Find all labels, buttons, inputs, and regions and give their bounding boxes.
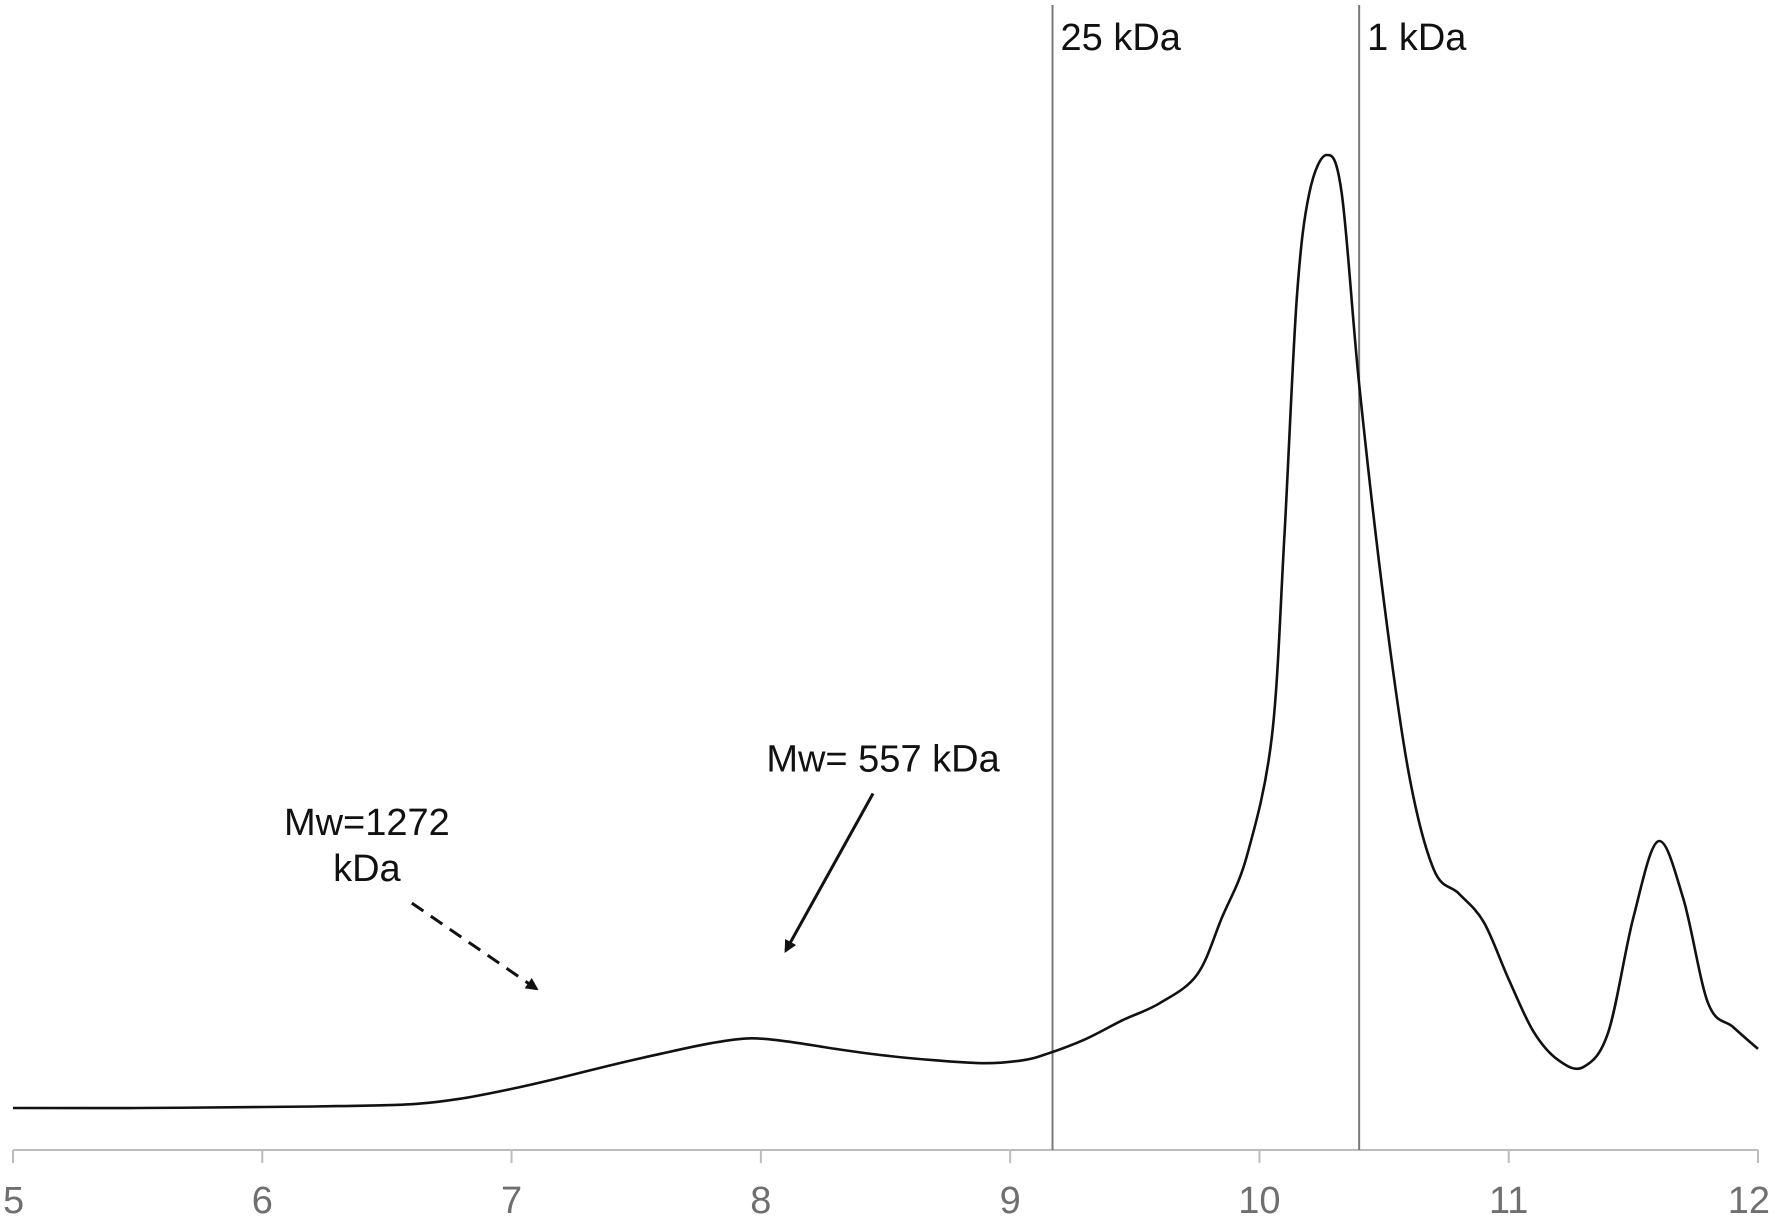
marker-label: 1 kDa — [1367, 17, 1467, 59]
x-tick-label: 10 — [1238, 1180, 1280, 1222]
x-tick-label: 6 — [252, 1180, 273, 1222]
series-layer — [12, 153, 1759, 1110]
marker-label: 25 kDa — [1061, 17, 1182, 59]
solid-arrow — [784, 792, 875, 953]
x-tick-label: 8 — [750, 1180, 771, 1222]
x-tick-label: 12 — [1728, 1180, 1770, 1222]
annotation-label: Mw= 557 kDa — [766, 739, 1000, 781]
marker-lines: 25 kDa 1 kDa — [1051, 5, 1467, 1150]
x-tick-label: 9 — [1000, 1180, 1021, 1222]
annotation-label: kDa — [333, 848, 401, 890]
x-tick-label: 11 — [1489, 1180, 1528, 1222]
x-axis: 5 6 7 8 9 10 11 12 — [3, 1149, 1770, 1222]
x-tick-label: 7 — [501, 1180, 522, 1222]
x-tick-label: 5 — [3, 1180, 24, 1222]
chromatogram-line — [12, 153, 1759, 1110]
annotation-label: Mw=1272 — [284, 802, 450, 844]
dashed-arrow — [411, 901, 539, 991]
